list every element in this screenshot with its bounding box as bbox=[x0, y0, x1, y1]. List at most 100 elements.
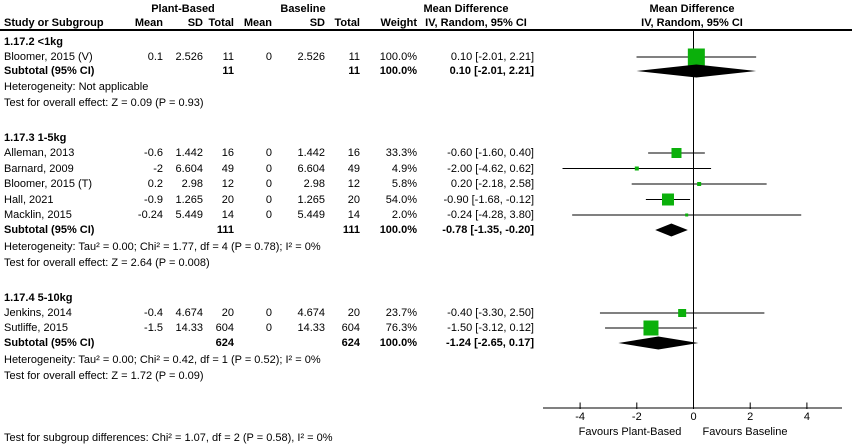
study-mean-plantbased: -0.9 bbox=[144, 193, 163, 206]
study-mean-plantbased: 0.2 bbox=[147, 178, 163, 190]
study-mean-plantbased: -0.24 bbox=[137, 209, 163, 221]
study-weight: 100.0% bbox=[379, 51, 417, 63]
study-total-plantbased: 12 bbox=[221, 178, 234, 190]
subtotal-weight: 100.0% bbox=[379, 337, 417, 349]
group-header-baseline: Baseline bbox=[280, 3, 326, 15]
study-mean-baseline: 0 bbox=[265, 51, 272, 63]
heterogeneity-text: Heterogeneity: Not applicable bbox=[4, 81, 149, 93]
study-mean-plantbased: -0.4 bbox=[144, 307, 163, 319]
study-ci-text: -0.60 [-1.60, 0.40] bbox=[447, 147, 534, 159]
study-total-plantbased: 14 bbox=[221, 209, 234, 221]
effect-square bbox=[671, 148, 682, 158]
effect-square bbox=[687, 48, 705, 66]
subgroup-title: 1.17.4 5-10kg bbox=[4, 292, 73, 304]
col-header-total-baseline: Total bbox=[334, 17, 360, 29]
study-name: Bloomer, 2015 (V) bbox=[4, 51, 93, 63]
study-mean-plantbased: 0.1 bbox=[147, 51, 163, 63]
subtotal-weight: 100.0% bbox=[379, 65, 417, 77]
study-total-plantbased: 604 bbox=[215, 322, 234, 334]
study-total-plantbased: 16 bbox=[221, 147, 234, 159]
study-mean-baseline: 0 bbox=[265, 147, 272, 159]
study-total-baseline: 20 bbox=[347, 193, 360, 206]
plot-subheader: IV, Random, 95% CI bbox=[641, 17, 743, 29]
subtotal-total-plantbased: 11 bbox=[222, 65, 234, 77]
study-weight: 2.0% bbox=[391, 209, 417, 221]
subtotal-ci-text: 0.10 [-2.01, 2.21] bbox=[449, 65, 534, 77]
col-header-weight: Weight bbox=[380, 17, 417, 29]
axis-tick-label: 4 bbox=[803, 411, 810, 423]
study-weight: 76.3% bbox=[385, 322, 417, 334]
overall-effect-text: Test for overall effect: Z = 1.72 (P = 0… bbox=[4, 370, 204, 382]
study-ci-text: -0.40 [-3.30, 2.50] bbox=[447, 307, 534, 319]
study-sd-plantbased: 6.604 bbox=[175, 162, 203, 175]
study-sd-baseline: 14.33 bbox=[297, 322, 325, 334]
heterogeneity-text: Heterogeneity: Tau² = 0.00; Chi² = 0.42,… bbox=[4, 354, 321, 366]
subgroup-difference-text: Test for subgroup differences: Chi² = 1.… bbox=[4, 432, 333, 444]
study-total-baseline: 16 bbox=[347, 147, 360, 159]
study-sd-plantbased: 1.442 bbox=[175, 147, 203, 159]
study-ci-text: -2.00 [-4.62, 0.62] bbox=[447, 162, 534, 175]
study-weight: 23.7% bbox=[385, 307, 417, 319]
subtotal-label: Subtotal (95% CI) bbox=[4, 337, 95, 349]
subtotal-ci-text: -1.24 [-2.65, 0.17] bbox=[445, 337, 534, 349]
study-sd-baseline: 1.265 bbox=[297, 193, 325, 206]
study-sd-baseline: 4.674 bbox=[297, 307, 325, 319]
study-total-plantbased: 49 bbox=[221, 162, 234, 175]
study-name: Alleman, 2013 bbox=[4, 147, 75, 159]
effect-square bbox=[634, 166, 639, 171]
col-header-sd-plantbased: SD bbox=[187, 17, 203, 29]
group-header-plant-based: Plant-Based bbox=[151, 3, 215, 15]
subtotal-diamond bbox=[618, 336, 699, 350]
favours-left-label: Favours Plant-Based bbox=[578, 426, 682, 438]
study-name: Sutliffe, 2015 bbox=[4, 322, 69, 334]
subtotal-diamond bbox=[655, 223, 688, 237]
study-total-baseline: 14 bbox=[347, 209, 360, 221]
plot-header: Mean Difference bbox=[649, 3, 735, 15]
study-sd-baseline: 6.604 bbox=[297, 162, 325, 175]
subgroup-title: 1.17.2 <1kg bbox=[4, 36, 64, 48]
subtotal-total-plantbased: 111 bbox=[216, 224, 234, 236]
study-ci-text: 0.20 [-2.18, 2.58] bbox=[450, 178, 534, 190]
subtotal-diamond bbox=[636, 64, 757, 78]
study-weight: 4.9% bbox=[391, 162, 417, 175]
overall-effect-text: Test for overall effect: Z = 2.64 (P = 0… bbox=[4, 257, 210, 269]
col-header-mean-baseline: Mean bbox=[243, 17, 272, 29]
axis-tick-label: -2 bbox=[631, 411, 642, 423]
study-total-baseline: 604 bbox=[341, 322, 360, 334]
heterogeneity-text: Heterogeneity: Tau² = 0.00; Chi² = 1.77,… bbox=[4, 241, 321, 253]
study-total-baseline: 11 bbox=[348, 51, 360, 63]
col-header-study: Study or Subgroup bbox=[4, 17, 104, 29]
study-weight: 54.0% bbox=[385, 193, 417, 206]
study-weight: 33.3% bbox=[385, 147, 417, 159]
axis-tick-label: 0 bbox=[690, 411, 697, 423]
subtotal-ci-text: -0.78 [-1.35, -0.20] bbox=[442, 224, 534, 236]
study-total-baseline: 12 bbox=[347, 178, 360, 190]
study-ci-text: 0.10 [-2.01, 2.21] bbox=[450, 51, 534, 63]
study-name: Jenkins, 2014 bbox=[4, 307, 72, 319]
study-total-plantbased: 11 bbox=[222, 51, 234, 63]
study-total-baseline: 20 bbox=[347, 307, 360, 319]
col-header-mean-plantbased: Mean bbox=[134, 17, 163, 29]
study-ci-text: -1.50 [-3.12, 0.12] bbox=[447, 322, 534, 334]
study-sd-plantbased: 2.98 bbox=[181, 178, 203, 190]
study-mean-baseline: 0 bbox=[265, 162, 272, 175]
study-mean-baseline: 0 bbox=[265, 193, 272, 206]
subgroup-title: 1.17.3 1-5kg bbox=[4, 132, 67, 144]
study-mean-plantbased: -0.6 bbox=[144, 147, 163, 159]
col-header-total-plantbased: Total bbox=[208, 17, 234, 29]
study-sd-plantbased: 4.674 bbox=[175, 307, 203, 319]
effect-square bbox=[643, 320, 659, 336]
study-total-plantbased: 20 bbox=[221, 307, 234, 319]
axis-tick-label: -4 bbox=[575, 411, 585, 423]
effect-column-header: Mean Difference bbox=[423, 3, 509, 15]
subtotal-label: Subtotal (95% CI) bbox=[4, 224, 95, 236]
study-sd-baseline: 1.442 bbox=[297, 147, 325, 159]
subtotal-total-plantbased: 624 bbox=[215, 337, 234, 349]
study-total-baseline: 49 bbox=[347, 162, 360, 175]
study-name: Hall, 2021 bbox=[4, 193, 54, 206]
study-sd-baseline: 2.526 bbox=[297, 51, 325, 63]
col-header-ci: IV, Random, 95% CI bbox=[425, 17, 527, 29]
study-mean-baseline: 0 bbox=[265, 209, 272, 221]
